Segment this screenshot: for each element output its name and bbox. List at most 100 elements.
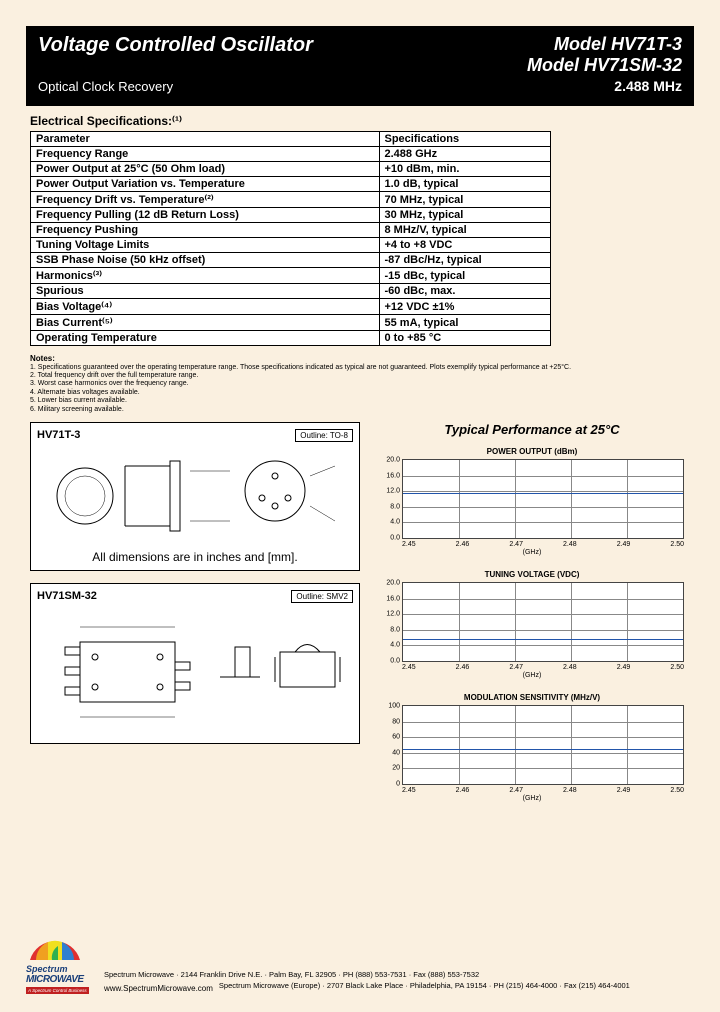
spec-cell: +4 to +8 VDC <box>379 238 551 253</box>
table-row: Power Output at 25°C (50 Ohm load)+10 dB… <box>31 162 551 177</box>
company-logo: Spectrum MICROWAVE A Spectrum Control Bu… <box>26 932 96 994</box>
performance-column: Typical Performance at 25°C POWER OUTPUT… <box>374 422 690 816</box>
table-row: Spurious-60 dBc, max. <box>31 284 551 299</box>
footer-line1: Spectrum Microwave · 2144 Franklin Drive… <box>104 970 694 981</box>
x-axis-labels: 2.452.462.472.482.492.50 <box>402 787 684 794</box>
col-parameter: Parameter <box>31 132 380 147</box>
x-tick-label: 2.47 <box>509 787 523 794</box>
table-row: Bias Voltage⁽⁴⁾+12 VDC ±1% <box>31 299 551 315</box>
header-subtitle: Optical Clock Recovery <box>38 79 173 94</box>
y-tick-label: 20.0 <box>386 579 403 586</box>
outline1-drawing <box>37 446 353 546</box>
y-tick-label: 0.0 <box>390 657 403 664</box>
note-item: 1. Specifications guaranteed over the op… <box>30 364 690 372</box>
spec-cell: 2.488 GHz <box>379 147 551 162</box>
footer: Spectrum MICROWAVE A Spectrum Control Bu… <box>26 932 694 994</box>
note-item: 2. Total frequency drift over the full t… <box>30 372 690 380</box>
note-item: 4. Alternate bias voltages available. <box>30 389 690 397</box>
x-axis-unit: (GHz) <box>374 672 690 679</box>
spec-cell: 8 MHz/V, typical <box>379 223 551 238</box>
outline-hv71t3: HV71T-3 Outline: TO-8 <box>30 422 360 571</box>
param-cell: Operating Temperature <box>31 331 380 346</box>
table-row: Operating Temperature0 to +85 °C <box>31 331 551 346</box>
y-tick-label: 16.0 <box>386 595 403 602</box>
chart: POWER OUTPUT (dBm)20.016.012.08.04.00.02… <box>374 447 690 556</box>
x-tick-label: 2.46 <box>456 541 470 548</box>
chart-plot-area: 20.016.012.08.04.00.0 <box>402 459 684 539</box>
x-axis-labels: 2.452.462.472.482.492.50 <box>402 664 684 671</box>
y-tick-label: 4.0 <box>390 642 403 649</box>
specs-table: Parameter Specifications Frequency Range… <box>30 131 551 346</box>
table-row: Frequency Drift vs. Temperature⁽²⁾70 MHz… <box>31 192 551 208</box>
table-row: Tuning Voltage Limits+4 to +8 VDC <box>31 238 551 253</box>
header-frequency: 2.488 MHz <box>614 78 682 94</box>
chart-plot-area: 20.016.012.08.04.00.0 <box>402 582 684 662</box>
x-tick-label: 2.47 <box>509 541 523 548</box>
chart-series-line <box>403 639 683 640</box>
spec-cell: +10 dBm, min. <box>379 162 551 177</box>
table-header-row: Parameter Specifications <box>31 132 551 147</box>
x-axis-labels: 2.452.462.472.482.492.50 <box>402 541 684 548</box>
spec-cell: 55 mA, typical <box>379 315 551 331</box>
spec-cell: -60 dBc, max. <box>379 284 551 299</box>
y-tick-label: 100 <box>388 702 403 709</box>
y-tick-label: 12.0 <box>386 611 403 618</box>
note-item: 5. Lower bias current available. <box>30 397 690 405</box>
y-tick-label: 16.0 <box>386 472 403 479</box>
x-axis-unit: (GHz) <box>374 795 690 802</box>
footer-line2: Spectrum Microwave (Europe) · 2707 Black… <box>219 981 630 994</box>
note-item: 6. Military screening available. <box>30 406 690 414</box>
y-tick-label: 0.0 <box>390 534 403 541</box>
x-tick-label: 2.46 <box>456 787 470 794</box>
outline-hv71sm32: HV71SM-32 Outline: SMV2 <box>30 583 360 744</box>
x-tick-label: 2.49 <box>617 541 631 548</box>
x-tick-label: 2.49 <box>617 664 631 671</box>
y-tick-label: 80 <box>392 718 403 725</box>
x-axis-unit: (GHz) <box>374 549 690 556</box>
y-tick-label: 12.0 <box>386 488 403 495</box>
spec-cell: 0 to +85 °C <box>379 331 551 346</box>
spec-cell: 1.0 dB, typical <box>379 177 551 192</box>
spec-cell: +12 VDC ±1% <box>379 299 551 315</box>
model-1: Model HV71T-3 <box>527 34 682 55</box>
x-tick-label: 2.45 <box>402 541 416 548</box>
table-row: Frequency Range2.488 GHz <box>31 147 551 162</box>
notes-title: Notes: <box>30 354 690 364</box>
header-bar: Voltage Controlled Oscillator Model HV71… <box>26 26 694 106</box>
product-type: Voltage Controlled Oscillator <box>38 34 313 57</box>
param-cell: SSB Phase Noise (50 kHz offset) <box>31 253 380 268</box>
chart: TUNING VOLTAGE (VDC)20.016.012.08.04.00.… <box>374 570 690 679</box>
x-tick-label: 2.48 <box>563 541 577 548</box>
content-row: HV71T-3 Outline: TO-8 <box>26 422 694 816</box>
chart-series-line <box>403 749 683 750</box>
logo-line1: Spectrum <box>26 964 96 974</box>
param-cell: Bias Current⁽⁵⁾ <box>31 315 380 331</box>
y-tick-label: 4.0 <box>390 519 403 526</box>
y-tick-label: 20 <box>392 765 403 772</box>
outline1-name: HV71T-3 <box>37 429 80 442</box>
x-tick-label: 2.48 <box>563 787 577 794</box>
param-cell: Tuning Voltage Limits <box>31 238 380 253</box>
note-item: 3. Worst case harmonics over the frequen… <box>30 380 690 388</box>
col-specifications: Specifications <box>379 132 551 147</box>
outline-column: HV71T-3 Outline: TO-8 <box>30 422 360 816</box>
y-tick-label: 8.0 <box>390 503 403 510</box>
x-tick-label: 2.50 <box>670 787 684 794</box>
datasheet-page: Voltage Controlled Oscillator Model HV71… <box>0 0 720 1012</box>
x-tick-label: 2.46 <box>456 664 470 671</box>
param-cell: Frequency Pulling (12 dB Return Loss) <box>31 208 380 223</box>
logo-line2: MICROWAVE <box>26 974 96 985</box>
y-tick-label: 40 <box>392 749 403 756</box>
specs-heading: Electrical Specifications:⁽¹⁾ <box>30 114 690 128</box>
spec-cell: -87 dBc/Hz, typical <box>379 253 551 268</box>
chart-title: MODULATION SENSITIVITY (MHz/V) <box>374 693 690 702</box>
x-tick-label: 2.48 <box>563 664 577 671</box>
logo-tagline: A Spectrum Control Business <box>26 987 89 994</box>
table-row: Harmonics⁽³⁾-15 dBc, typical <box>31 268 551 284</box>
outline2-type: Outline: SMV2 <box>291 590 353 603</box>
performance-title: Typical Performance at 25°C <box>374 422 690 437</box>
param-cell: Harmonics⁽³⁾ <box>31 268 380 284</box>
table-row: Frequency Pulling (12 dB Return Loss)30 … <box>31 208 551 223</box>
param-cell: Power Output Variation vs. Temperature <box>31 177 380 192</box>
x-tick-label: 2.45 <box>402 664 416 671</box>
